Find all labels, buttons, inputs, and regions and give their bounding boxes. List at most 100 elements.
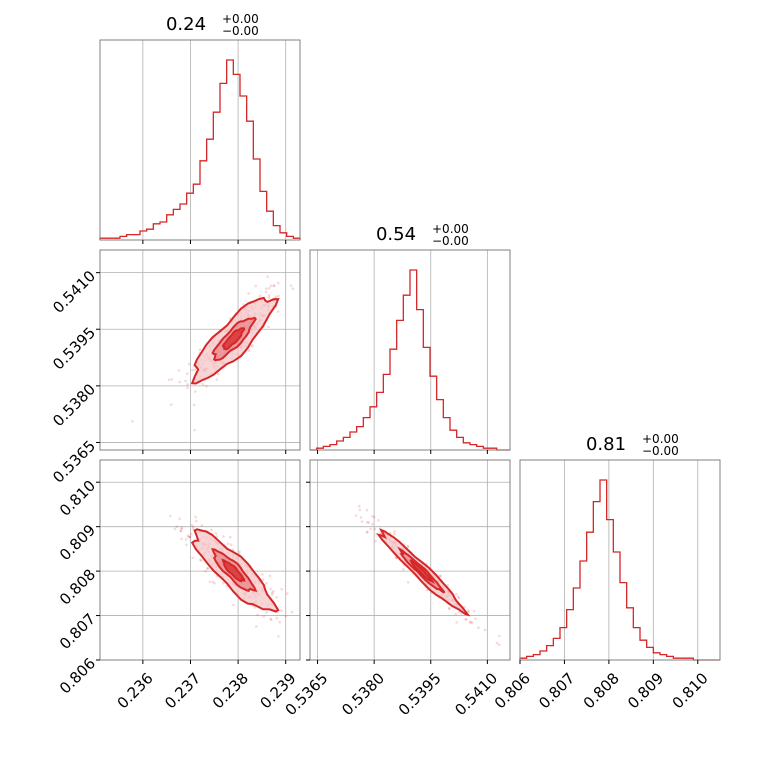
sample-point (253, 606, 256, 609)
sample-point (270, 593, 274, 596)
scatter-panel-1-3 (96, 459, 305, 664)
sample-point (463, 605, 466, 609)
sample-point (374, 539, 377, 543)
sample-point (192, 403, 196, 407)
panel-background (100, 40, 300, 240)
sample-point (269, 284, 273, 288)
sample-point (199, 559, 203, 562)
sample-point (228, 317, 232, 320)
sample-point (366, 520, 369, 524)
histogram-step-line (519, 479, 720, 661)
sample-point (469, 621, 472, 624)
sample-point (229, 543, 233, 547)
sample-point (402, 568, 405, 571)
scatter-panel-2-3 (306, 459, 511, 664)
sample-point (186, 372, 189, 376)
sample-point (198, 348, 202, 352)
sample-point (274, 295, 278, 298)
sample-point (173, 527, 177, 531)
sample-point (185, 543, 188, 547)
sample-point (204, 569, 207, 573)
panel-background (100, 250, 300, 450)
sample-point (261, 573, 264, 576)
sample-point (190, 523, 194, 527)
sample-point (261, 578, 265, 581)
sample-point (215, 378, 219, 381)
sample-point (498, 634, 501, 638)
sample-point (447, 606, 451, 610)
sample-point (177, 369, 181, 372)
title-lower-error: −0.00 (432, 234, 469, 248)
sample-point (188, 535, 192, 539)
sample-point (393, 532, 396, 536)
sample-point (454, 612, 458, 616)
sample-point (191, 368, 194, 372)
y-tick-label: 0.807 (56, 610, 99, 653)
sample-point (358, 508, 362, 512)
sample-point (393, 530, 396, 533)
x-tick-label: 0.810 (669, 669, 712, 712)
histogram-panel-3: 0.81 +0.00−0.00 (519, 432, 721, 664)
sample-point (272, 284, 276, 287)
sample-point (457, 596, 461, 600)
x-tick-label: 0.5395 (395, 669, 445, 719)
sample-point (193, 390, 197, 393)
sample-point (179, 529, 183, 533)
panel-frame (309, 249, 511, 451)
sample-point (367, 521, 371, 524)
sample-point (189, 532, 193, 536)
sample-point (278, 620, 282, 624)
y-tick-label: 0.5395 (49, 324, 99, 374)
sample-point (268, 574, 272, 578)
sample-point (497, 643, 501, 646)
x-tick-label: 0.237 (161, 669, 204, 712)
sample-point (191, 527, 195, 530)
sample-point (365, 508, 369, 512)
x-tick-label: 0.5410 (451, 669, 501, 719)
sample-point (377, 518, 380, 522)
y-tick-label: 0.5365 (49, 437, 99, 487)
sample-point (277, 281, 280, 285)
sample-point (284, 614, 287, 618)
contour-line-3 (409, 559, 435, 585)
contour-fill-3 (222, 328, 245, 350)
sample-point (466, 610, 470, 614)
sample-point (210, 528, 213, 532)
sample-point (302, 645, 305, 648)
sample-point (267, 296, 271, 299)
sample-point (208, 580, 212, 584)
sample-point (184, 538, 188, 541)
sample-point (467, 609, 470, 612)
sample-point (186, 534, 190, 537)
contour-line-1 (376, 528, 471, 617)
sample-point (265, 287, 268, 290)
title-upper-error: +0.00 (222, 12, 259, 26)
sample-point (169, 403, 173, 407)
sample-point (256, 613, 259, 617)
sample-point (205, 384, 208, 388)
sample-point (178, 517, 182, 521)
sample-point (267, 293, 271, 297)
sample-point (370, 522, 374, 526)
sample-point (470, 621, 474, 624)
y-tick-label: 0.809 (56, 521, 99, 564)
panel-frame (99, 39, 301, 241)
panel-frame (99, 249, 301, 451)
panel-content (354, 504, 501, 646)
sample-point (272, 284, 276, 288)
panel-frame (99, 459, 301, 661)
sample-point (178, 380, 181, 384)
title-value: 0.24 (166, 14, 206, 35)
sample-point (269, 617, 273, 621)
x-tick-label: 0.238 (209, 669, 252, 712)
sample-point (238, 550, 241, 553)
sample-point (439, 574, 442, 578)
contour-line-1 (190, 296, 280, 385)
x-tick-label: 0.806 (491, 669, 534, 712)
sample-point (448, 607, 451, 611)
sample-point (229, 535, 232, 539)
sample-point (275, 596, 279, 599)
sample-point (175, 525, 179, 529)
sample-point (464, 617, 467, 621)
sample-point (477, 626, 480, 630)
